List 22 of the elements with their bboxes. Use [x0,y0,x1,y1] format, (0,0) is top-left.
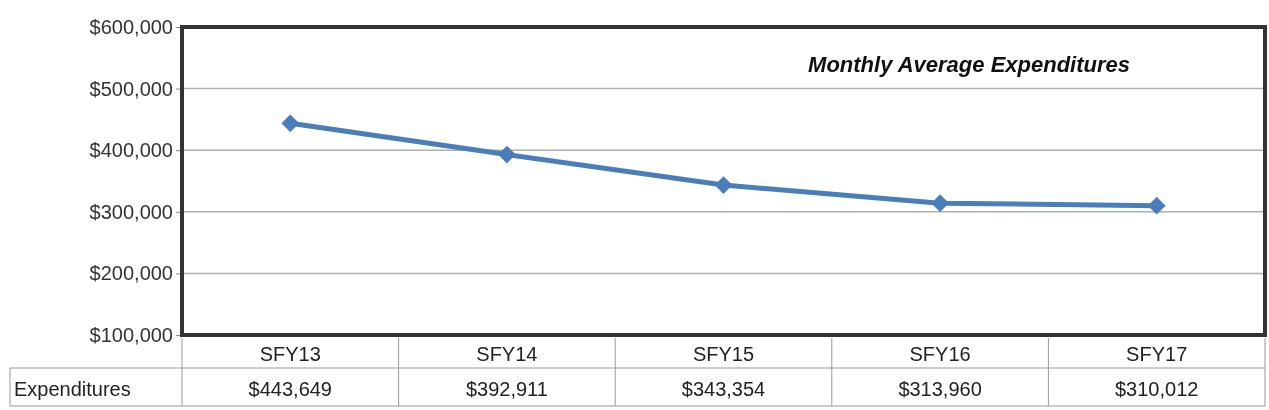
data-label: $392,911 [465,378,548,400]
data-label: $343,354 [681,378,766,400]
y-tick-label: $400,000 [89,139,173,162]
x-tick-label: SFY13 [259,343,321,365]
point [931,194,949,213]
y-tick-label: $600,000 [89,15,173,38]
x-tick-label: SFY16 [909,343,971,365]
y-tick-label: $500,000 [89,77,173,100]
x-tick-label: SFY15 [692,343,755,365]
y-tick-label: $300,000 [89,200,173,223]
y-tick-label: $200,000 [89,262,173,285]
x-tick-label: SFY17 [1126,343,1188,365]
x-tick-label: SFY14 [476,343,538,365]
y-tick-label: $100,000 [89,323,173,346]
data-label: $313,960 [898,378,982,400]
data-label: $443,649 [248,378,333,400]
text: Expenditures [14,378,131,400]
data-label: $310,012 [1114,378,1199,400]
point [714,176,733,194]
point [498,145,516,164]
text: Monthly Average Expenditures [808,52,1130,77]
point [281,114,300,133]
